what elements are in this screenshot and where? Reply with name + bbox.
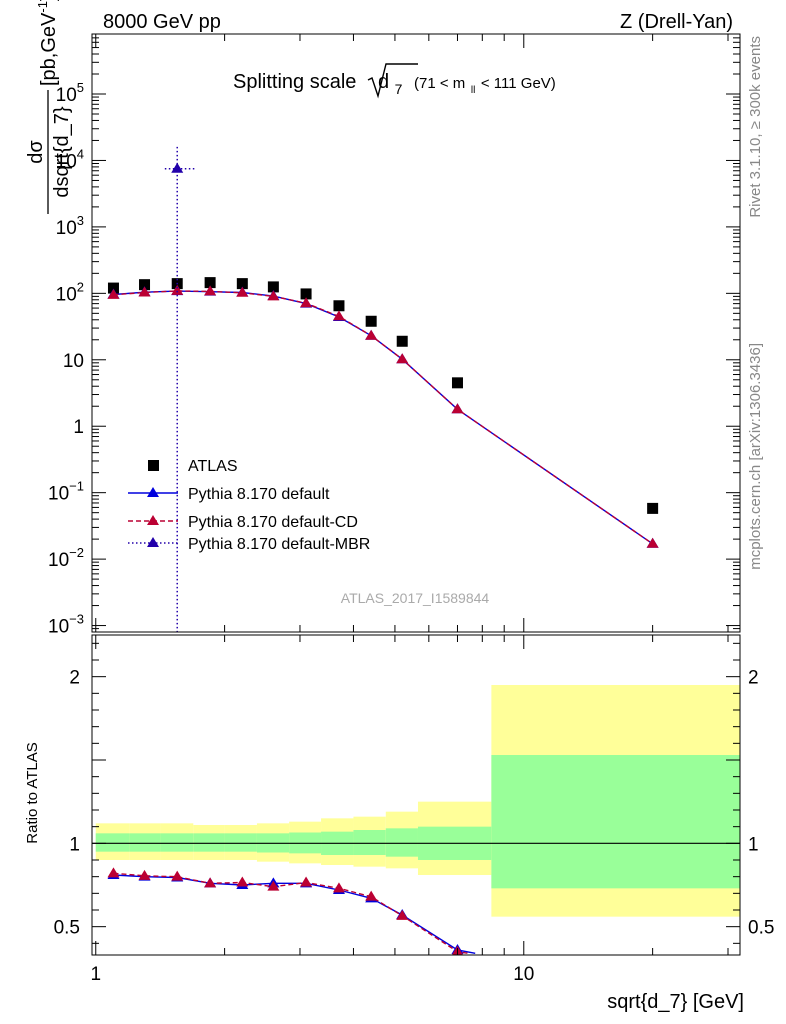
ratio-ylabel: Ratio to ATLAS xyxy=(24,742,41,843)
main-y-tick-label: 1 xyxy=(73,417,84,438)
ratio-marker-pythia-8-170-default-cd xyxy=(107,867,120,878)
ratio-line-pythia-8-170-default xyxy=(113,874,476,954)
ylabel-unit: [pb,GeV-1] xyxy=(35,0,60,86)
marker-pythia-8-170-default-cd xyxy=(267,290,280,301)
legend: ATLAS Pythia 8.170 default Pythia 8.170 … xyxy=(128,458,370,553)
ratio-marker-pythia-8-170-default-cd xyxy=(236,876,249,887)
legend-label-default: Pythia 8.170 default xyxy=(188,486,330,503)
ratio-marker-pythia-8-170-default-cd xyxy=(267,880,280,891)
marker-pythia-8-170-default-cd xyxy=(138,286,151,297)
data-point-atlas xyxy=(107,282,119,294)
marker-pythia-8-170-default-cd xyxy=(107,288,120,299)
data-point-atlas xyxy=(236,278,248,290)
main-y-tick-label: 102 xyxy=(56,279,84,305)
marker-pythia-8-170-default-cd xyxy=(300,297,313,308)
ratio-x-tick-label: 1 xyxy=(90,964,101,985)
marker-pythia-8-170-default-cd xyxy=(396,353,409,364)
legend-label-atlas: ATLAS xyxy=(188,458,238,475)
main-ylabel: dσ dsqrt{d_7} [pb,GeV-1] xyxy=(25,0,73,214)
series-line-pythia-8-170-default xyxy=(113,290,653,545)
legend-marker-mbr xyxy=(147,537,159,547)
marker-pythia-8-170-default-cd xyxy=(332,310,345,321)
main-y-tick-label: 10−2 xyxy=(48,545,84,571)
marker-pythia-8-170-default-cd xyxy=(451,403,464,414)
ratio-marker-pythia-8-170-default-cd xyxy=(365,890,378,901)
uncertainty-band-inner xyxy=(385,828,418,857)
ratio-line-pythia-8-170-default-cd xyxy=(113,872,468,954)
legend-label-mbr: Pythia 8.170 default-MBR xyxy=(188,536,370,553)
ratio-panel: 0.5 0.5 1 1 2 2 1 10 xyxy=(54,634,774,985)
ratio-x-tick-label: 10 xyxy=(513,964,534,985)
rivet-label: Rivet 3.1.10, ≥ 300k events xyxy=(747,36,764,218)
data-point-atlas xyxy=(204,277,216,289)
marker-pythia-8-170-default-cd xyxy=(236,286,249,297)
uncertainty-band-inner xyxy=(491,755,740,889)
marker-pythia-8-170-default-cd xyxy=(204,285,217,296)
ratio-marker-pythia-8-170-default-cd xyxy=(396,909,409,920)
main-y-tick-label: 104 xyxy=(56,146,84,172)
header-right: Z (Drell-Yan) xyxy=(620,11,733,33)
legend-marker-default xyxy=(147,487,159,497)
ratio-marker-pythia-8-170-default-cd xyxy=(138,869,151,880)
ratio-y-tick-label: 0.5 xyxy=(54,918,80,939)
ratio-marker-pythia-8-170-default-cd xyxy=(300,876,313,887)
data-point-atlas xyxy=(300,288,312,300)
main-y-tick-label: 10−3 xyxy=(48,612,84,638)
ratio-marker-pythia-8-170-default-cd xyxy=(204,877,217,888)
uncertainty-band-inner xyxy=(129,833,161,852)
data-point-atlas xyxy=(365,315,377,327)
title-cut-post: < 111 GeV) xyxy=(481,75,556,92)
marker-pythia-8-170-default-cd xyxy=(646,537,659,548)
main-y-tick-label: 105 xyxy=(56,80,84,106)
ratio-y-tick-label-right: 1 xyxy=(748,834,759,855)
chart-title: Splitting scale d 7 (71 < m ll < 111 GeV… xyxy=(233,71,556,99)
chart-title-main: Splitting scale xyxy=(233,71,356,93)
main-panel-frame xyxy=(91,33,741,633)
ylabel-denominator: dsqrt{d_7} xyxy=(51,106,73,198)
marker-pythia-8-170-default-mbr xyxy=(171,162,184,173)
main-y-tick-label: 103 xyxy=(56,213,84,239)
data-point-atlas xyxy=(451,377,463,389)
marker-pythia-8-170-default-cd xyxy=(171,284,184,295)
data-point-atlas xyxy=(267,281,279,293)
uncertainty-band-inner xyxy=(224,833,257,852)
ratio-panel-frame xyxy=(91,634,741,956)
marker-pythia-8-170-default-cd xyxy=(365,329,378,340)
ratio-marker-pythia-8-170-default-cd xyxy=(171,870,184,881)
title-sqrt-sign xyxy=(367,63,418,99)
header-left: 8000 GeV pp xyxy=(103,11,221,33)
ratio-y-tick-label-right: 0.5 xyxy=(748,918,774,939)
title-symbol: d xyxy=(378,71,389,93)
uncertainty-band-inner xyxy=(353,830,386,855)
main-y-tick-label: 10−1 xyxy=(48,479,84,505)
uncertainty-band-inner xyxy=(95,833,130,852)
uncertainty-band-inner xyxy=(193,833,225,852)
ratio-xlabel: sqrt{d_7} [GeV] xyxy=(607,991,744,1013)
main-y-tick-label: 10 xyxy=(63,351,84,372)
ratio-y-tick-label: 2 xyxy=(69,668,80,689)
mcplots-label: mcplots.cern.ch [arXiv:1306.3436] xyxy=(747,343,764,570)
legend-marker-cd xyxy=(147,515,159,525)
title-cut-sub: ll xyxy=(471,85,475,96)
data-point-atlas xyxy=(647,502,659,514)
analysis-watermark: ATLAS_2017_I1589844 xyxy=(341,590,490,606)
series-line-pythia-8-170-default-cd xyxy=(113,290,653,545)
ylabel-numerator: dσ xyxy=(25,140,47,164)
main-panel: 10−3 10−2 10−1 1 10 102 103 104 105 xyxy=(48,33,741,638)
title-cut-pre: (71 < m xyxy=(414,75,465,92)
ratio-y-tick-label-right: 2 xyxy=(748,668,759,689)
uncertainty-band-inner xyxy=(160,833,194,852)
title-subscript: 7 xyxy=(395,81,403,97)
data-point-atlas xyxy=(139,279,151,291)
ratio-marker-pythia-8-170-default-cd xyxy=(332,882,345,893)
data-point-atlas xyxy=(396,335,408,347)
ratio-y-tick-label: 1 xyxy=(69,834,80,855)
legend-marker-atlas xyxy=(148,460,159,471)
data-point-atlas xyxy=(333,300,345,312)
legend-label-cd: Pythia 8.170 default-CD xyxy=(188,514,358,531)
